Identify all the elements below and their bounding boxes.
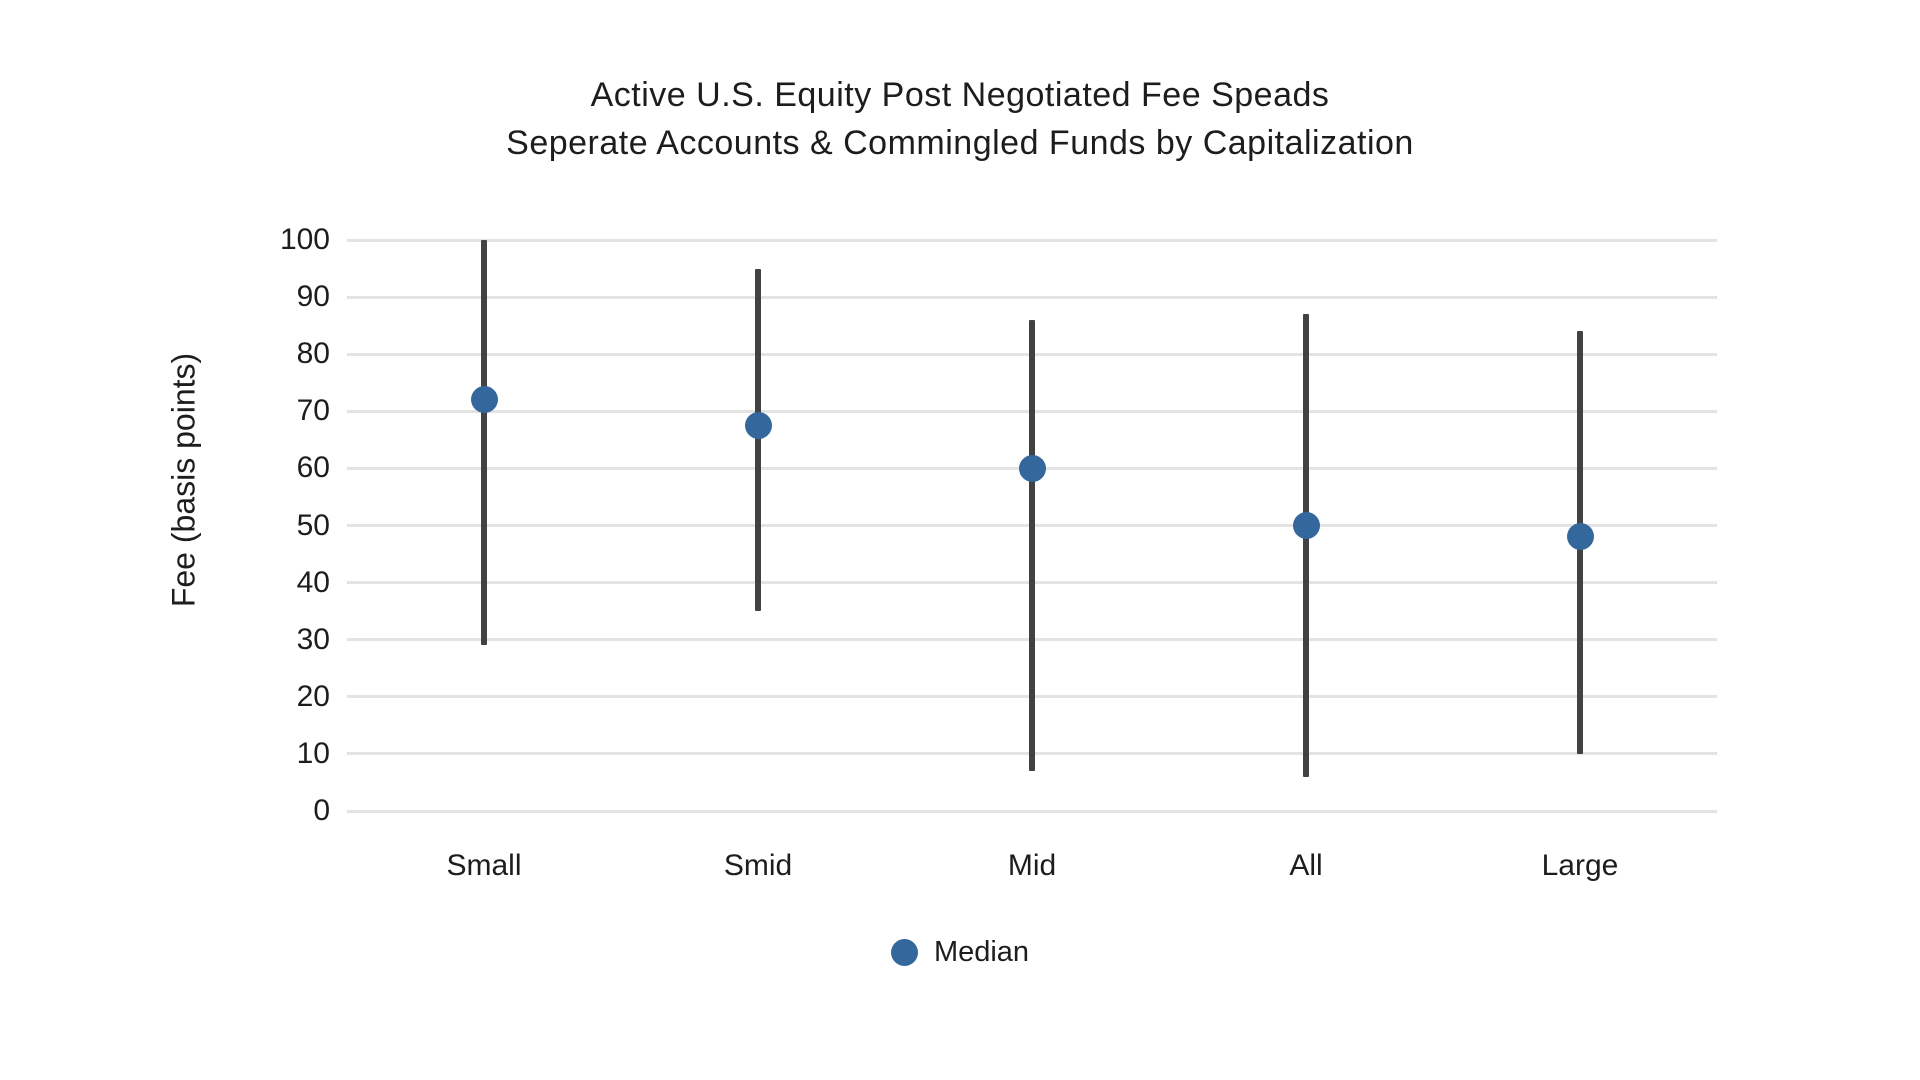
y-tick-label-80: 80 <box>296 337 330 371</box>
y-tick-label-60: 60 <box>296 451 330 485</box>
legend-median-label: Median <box>933 936 1030 968</box>
range-line-all <box>1303 314 1309 777</box>
y-tick-label-40: 40 <box>296 565 330 599</box>
y-tick-label-100: 100 <box>279 223 330 256</box>
chart-title: Active U.S. Equity Post Negotiated Fee S… <box>0 71 1920 167</box>
x-label-mid: Mid <box>1007 849 1057 882</box>
x-label-large: Large <box>1541 849 1619 882</box>
range-line-mid <box>1029 319 1035 772</box>
median-dot-mid <box>1018 454 1046 482</box>
y-tick-label-0: 0 <box>313 794 330 827</box>
y-axis-ticks: 0 10 20 30 40 50 60 70 80 90 100 <box>0 223 330 827</box>
chart-title-line1: Active U.S. Equity Post Negotiated Fee S… <box>590 76 1330 114</box>
x-label-smid: Smid <box>723 849 793 882</box>
gridline-90 <box>347 295 1717 299</box>
y-tick-label-90: 90 <box>296 280 330 314</box>
x-label-small: Small <box>446 849 522 882</box>
range-line-smid <box>755 268 761 612</box>
median-dot-small <box>470 386 498 414</box>
y-tick-label-30: 30 <box>296 622 330 656</box>
chart-title-line2: Seperate Accounts & Commingled Funds by … <box>506 124 1414 162</box>
legend-median-marker-icon <box>890 939 918 966</box>
plot-area <box>347 238 1717 813</box>
y-tick-label-70: 70 <box>296 394 330 428</box>
y-tick-label-50: 50 <box>296 508 330 542</box>
gridline-0 <box>347 809 1717 813</box>
median-dot-all <box>1292 512 1320 539</box>
median-dot-large <box>1566 523 1594 551</box>
x-label-all: All <box>1289 849 1323 882</box>
x-axis-labels: Small Smid Mid All Large <box>347 849 1717 893</box>
gridline-100 <box>347 238 1717 242</box>
y-tick-label-20: 20 <box>296 679 330 713</box>
y-tick-label-10: 10 <box>296 736 330 770</box>
legend: Median <box>0 936 1920 969</box>
median-dot-smid <box>744 412 772 440</box>
range-line-small <box>481 240 487 646</box>
